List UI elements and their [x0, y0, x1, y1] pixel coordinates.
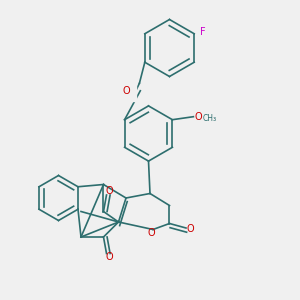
- Text: CH₃: CH₃: [203, 114, 217, 123]
- Text: O: O: [106, 186, 113, 197]
- Text: F: F: [200, 27, 205, 37]
- Text: O: O: [123, 86, 130, 96]
- Text: O: O: [148, 228, 155, 239]
- Text: O: O: [106, 252, 113, 262]
- Text: O: O: [186, 224, 194, 234]
- Text: O: O: [194, 112, 202, 122]
- Text: O: O: [123, 86, 130, 96]
